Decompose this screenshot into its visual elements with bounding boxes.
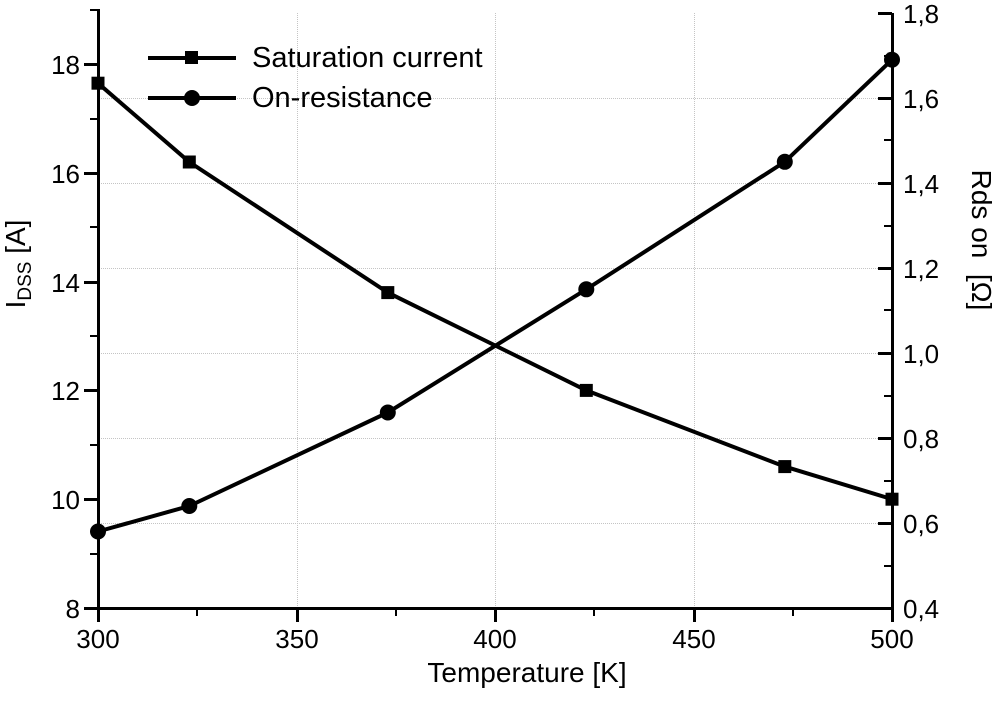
gridline-horizontal — [98, 353, 892, 354]
y-right-minor-tick — [884, 225, 892, 228]
gridline-horizontal — [98, 183, 892, 184]
legend-label-on-resistance: On-resistance — [252, 81, 433, 114]
y-left-title-main: I — [0, 300, 31, 309]
gridline-vertical — [694, 13, 695, 608]
gridline-horizontal — [98, 98, 892, 99]
series-line-saturation-current — [96, 81, 893, 502]
y-left-tick-label: 10 — [51, 485, 80, 515]
y-right-major-tick — [878, 97, 892, 100]
x-major-tick — [891, 608, 894, 622]
y-right-axis-line — [891, 13, 894, 621]
y-left-axis-line — [97, 9, 100, 621]
y-right-major-tick — [878, 607, 892, 610]
data-point-square-marker — [182, 155, 196, 169]
y-right-tick-label: 0,6 — [903, 509, 940, 539]
y-left-major-tick — [84, 281, 98, 284]
data-point-circle-marker — [90, 523, 106, 540]
y-left-minor-tick — [90, 9, 98, 12]
y-right-tick-label: 1,2 — [903, 254, 940, 284]
y-left-tick-label: 16 — [51, 159, 80, 189]
y-left-minor-tick — [90, 226, 98, 229]
y-left-tick-label: 12 — [51, 376, 80, 406]
data-point-circle-marker — [379, 404, 396, 421]
data-point-circle-marker — [181, 498, 198, 514]
legend-swatch-on-resistance — [148, 89, 243, 107]
y-right-minor-tick — [884, 309, 892, 312]
y-left-tick-label: 14 — [51, 268, 80, 298]
y-right-tick-label: 1,0 — [903, 339, 940, 369]
data-point-circle-marker — [578, 281, 595, 298]
y-left-major-tick — [84, 389, 98, 392]
y-right-minor-tick — [884, 139, 892, 142]
y-left-major-tick — [84, 498, 98, 501]
x-major-tick — [97, 608, 100, 622]
series-line-on-resistance — [97, 58, 894, 534]
y-left-major-tick — [84, 63, 98, 66]
x-tick-label: 450 — [672, 624, 716, 654]
x-minor-tick — [593, 608, 596, 616]
y-left-axis-title: IDSS [A] — [0, 219, 36, 309]
data-point-square-marker — [91, 76, 105, 90]
y-right-tick-label: 1,8 — [903, 0, 940, 29]
x-minor-tick — [792, 608, 795, 616]
y-right-tick-label: 1,6 — [903, 84, 940, 114]
y-right-tick-label: 0,8 — [903, 424, 940, 454]
legend: Saturation current On-resistance — [148, 38, 483, 118]
y-left-minor-tick — [90, 118, 98, 121]
y-right-major-tick — [878, 12, 892, 15]
y-right-major-tick — [878, 437, 892, 440]
legend-label-saturation-current: Saturation current — [252, 41, 483, 74]
data-point-square-marker — [381, 286, 395, 300]
x-major-tick — [693, 608, 696, 622]
x-major-tick — [494, 608, 497, 622]
x-axis-line — [85, 607, 892, 610]
data-point-square-marker — [778, 460, 792, 474]
x-tick-label: 350 — [275, 624, 319, 654]
y-left-major-tick — [84, 607, 98, 610]
circle-marker-icon — [184, 90, 200, 106]
y-right-tick-label: 0,4 — [903, 594, 940, 624]
gridline-vertical — [495, 13, 496, 608]
gridline-horizontal — [98, 438, 892, 439]
x-minor-tick — [395, 608, 398, 616]
legend-item-saturation-current: Saturation current — [148, 38, 483, 78]
data-point-square-marker — [579, 383, 593, 397]
gridline-vertical — [297, 13, 298, 608]
y-right-major-tick — [878, 352, 892, 355]
y-left-major-tick — [84, 172, 98, 175]
x-minor-tick — [196, 608, 199, 616]
gridline-horizontal — [98, 523, 892, 524]
legend-item-on-resistance: On-resistance — [148, 78, 483, 118]
y-left-tick-label: 18 — [51, 50, 80, 80]
data-point-square-marker — [885, 492, 899, 506]
y-right-tick-label: 1,4 — [903, 169, 940, 199]
y-left-title-subscript: DSS — [15, 261, 36, 301]
y-right-major-tick — [878, 522, 892, 525]
y-right-major-tick — [878, 267, 892, 270]
y-left-minor-tick — [90, 553, 98, 556]
y-right-axis-title: Rds on [Ω] — [966, 169, 997, 311]
square-marker-icon — [185, 51, 198, 64]
y-left-minor-tick — [90, 444, 98, 447]
x-major-tick — [296, 608, 299, 622]
x-tick-label: 500 — [870, 624, 914, 654]
y-right-minor-tick — [884, 565, 892, 568]
y-left-minor-tick — [90, 335, 98, 338]
x-tick-label: 400 — [473, 624, 517, 654]
gridline-horizontal — [98, 268, 892, 269]
legend-swatch-saturation-current — [148, 49, 243, 67]
y-right-major-tick — [878, 182, 892, 185]
y-right-minor-tick — [884, 480, 892, 483]
data-point-circle-marker — [884, 51, 900, 68]
y-right-minor-tick — [884, 395, 892, 398]
y-left-tick-label: 8 — [65, 594, 80, 624]
x-tick-label: 300 — [76, 624, 120, 654]
x-axis-title: Temperature [K] — [427, 657, 627, 688]
data-point-circle-marker — [776, 153, 793, 170]
y-left-title-unit: [A] — [0, 219, 31, 262]
